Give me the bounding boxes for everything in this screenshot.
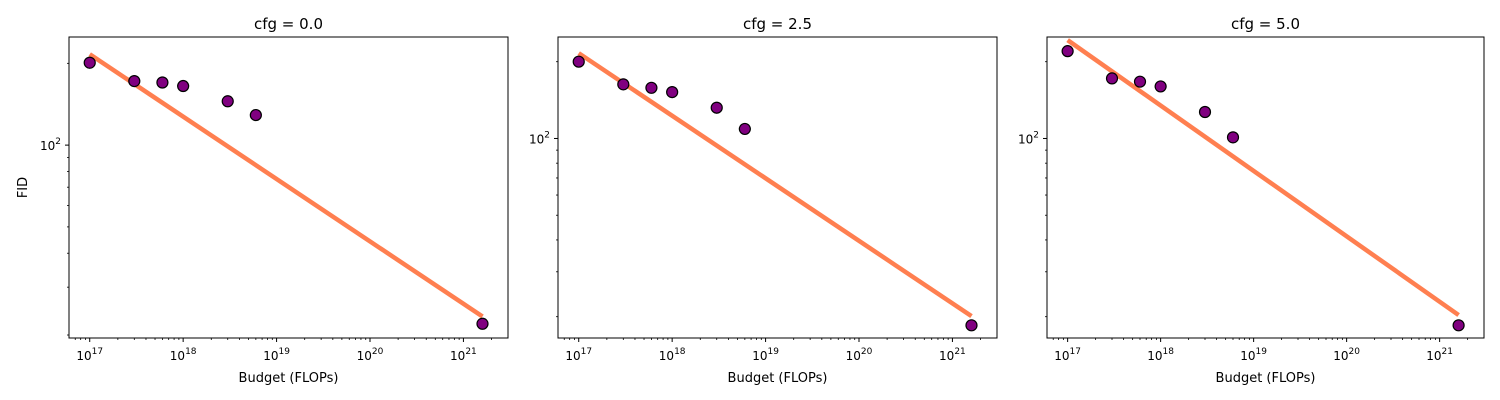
data-point xyxy=(738,122,751,136)
x-tick-label: 1018 xyxy=(1147,347,1174,363)
axes-frame xyxy=(557,36,998,339)
fit-line xyxy=(577,51,973,319)
data-point xyxy=(249,108,262,122)
fit-line xyxy=(1066,38,1460,317)
x-tick-label: 1019 xyxy=(1240,347,1267,363)
data-point xyxy=(1133,75,1147,88)
x-tick-label: 1021 xyxy=(939,347,966,363)
data-point xyxy=(710,101,723,114)
y-axis-label: FID xyxy=(16,177,31,198)
chart-title: cfg = 2.5 xyxy=(743,15,812,33)
data-point xyxy=(1198,105,1212,119)
data-point xyxy=(666,85,679,99)
x-tick-label: 1020 xyxy=(357,347,384,363)
chart-panel: 1017 1018 1019 1020 1021 102 cfg = 5.0 Budget (… xyxy=(1018,15,1485,386)
x-tick-label: 1018 xyxy=(659,347,686,363)
data-point xyxy=(221,95,234,108)
x-tick-label: 1017 xyxy=(1054,347,1081,363)
chart-title: cfg = 0.0 xyxy=(254,15,323,33)
chart-title: cfg = 5.0 xyxy=(1231,15,1300,33)
data-point xyxy=(128,75,141,88)
x-axis-label: Budget (FLOPs) xyxy=(728,371,828,386)
data-point xyxy=(645,81,658,94)
data-point xyxy=(1061,45,1074,58)
x-tick-label: 1019 xyxy=(263,347,290,363)
plot-area xyxy=(1047,37,1484,338)
x-tick-label: 1020 xyxy=(846,347,873,363)
data-point xyxy=(156,76,169,89)
data-point xyxy=(572,55,585,68)
data-point xyxy=(476,317,489,330)
axes-frame xyxy=(1046,36,1485,339)
x-tick-label: 1017 xyxy=(565,347,592,363)
fit-line xyxy=(88,52,484,319)
data-point xyxy=(83,56,96,69)
data-point xyxy=(617,78,630,91)
data-point xyxy=(1154,80,1167,93)
data-point xyxy=(1226,131,1240,144)
data-point xyxy=(1452,319,1465,332)
x-axis-label: Budget (FLOPs) xyxy=(239,371,339,386)
data-point xyxy=(965,319,978,332)
data-point xyxy=(177,79,190,93)
x-tick-label: 1020 xyxy=(1333,347,1360,363)
y-tick-label: 102 xyxy=(40,137,61,153)
x-axis-label: Budget (FLOPs) xyxy=(1216,371,1316,386)
chart-panel: 1017 1018 1019 1020 1021 102 cfg = 2.5 Budget (… xyxy=(529,15,998,386)
y-tick-label: 102 xyxy=(1018,130,1039,146)
x-tick-label: 1021 xyxy=(1426,347,1453,363)
data-point xyxy=(1105,72,1119,85)
x-tick-label: 1019 xyxy=(752,347,779,363)
x-tick-label: 1018 xyxy=(170,347,197,363)
chart-panel: 1017 1018 1019 1020 1021 102 cfg = 0.0 Budget (… xyxy=(16,15,509,386)
y-tick-label: 102 xyxy=(529,130,550,146)
x-tick-label: 1021 xyxy=(450,347,477,363)
x-tick-label: 1017 xyxy=(76,347,103,363)
